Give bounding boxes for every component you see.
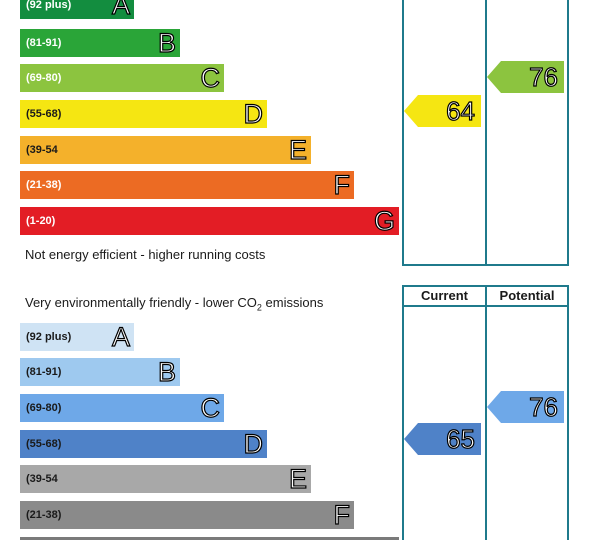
energy-divider-mid <box>485 0 487 266</box>
env-divider-mid <box>485 285 487 540</box>
env-band-letter-b: B <box>157 356 176 387</box>
energy-bar-c: (69-80) C <box>20 62 224 94</box>
energy-bar-f: (21-38) F <box>20 169 354 201</box>
energy-band-letter-g: G <box>373 205 395 236</box>
energy-range-label-a: (92 plus) <box>26 0 72 11</box>
env-potential-arrow-shape <box>487 391 564 423</box>
env-bar-a: (92 plus) A <box>20 321 134 353</box>
energy-range-label-e: (39-54 <box>26 144 58 156</box>
env-current-value: 65 <box>445 423 475 454</box>
energy-bottom-caption: Not energy efficient - higher running co… <box>25 247 266 262</box>
energy-band-letter-b: B <box>157 27 176 58</box>
energy-band-letter-e: E <box>288 134 307 165</box>
env-bar-f: (21-38) F <box>20 499 354 531</box>
env-divider-right <box>567 285 569 540</box>
energy-potential-arrow: 76 <box>487 61 564 93</box>
env-col-potential: Potential <box>499 288 555 303</box>
energy-range-label-b: (81-91) <box>26 37 62 49</box>
energy-bar-d: (55-68) D <box>20 98 267 130</box>
energy-current-arrow-shape <box>404 95 481 127</box>
env-bar-d: (55-68) D <box>20 428 267 460</box>
env-band-letter-a: A <box>111 321 130 352</box>
env-range-label-f: (21-38) <box>26 509 62 521</box>
energy-range-label-d: (55-68) <box>26 108 62 120</box>
energy-range-label-c: (69-80) <box>26 72 62 84</box>
env-bar-g-partial <box>20 537 399 540</box>
energy-range-label-f: (21-38) <box>26 179 62 191</box>
env-col-current: Current <box>421 288 468 303</box>
energy-potential-arrow-shape <box>487 61 564 93</box>
energy-bar-g: (1-20) G <box>20 205 399 237</box>
env-band-letter-d: D <box>243 428 264 459</box>
energy-band-letter-c: C <box>200 62 221 93</box>
env-band-letter-e: E <box>288 463 307 494</box>
env-range-label-a: (92 plus) <box>26 331 72 343</box>
env-caption-main: Very environmentally friendly - lower CO <box>25 295 257 310</box>
energy-bar-a: (92 plus) A <box>20 0 134 21</box>
env-top-caption: Very environmentally friendly - lower CO… <box>25 295 323 313</box>
env-band-letter-c: C <box>200 392 221 423</box>
energy-current-value: 64 <box>445 95 475 126</box>
env-range-label-c: (69-80) <box>26 402 62 414</box>
env-potential-value: 76 <box>528 391 558 422</box>
energy-band-letter-d: D <box>243 98 264 129</box>
energy-band-letter-a: A <box>111 0 130 21</box>
env-divider-left <box>402 285 404 540</box>
env-caption-tail: emissions <box>261 295 324 310</box>
env-potential-arrow: 76 <box>487 391 564 423</box>
env-range-label-e: (39-54 <box>26 473 58 485</box>
env-caption-subscript: 2 <box>256 302 262 313</box>
env-bar-c: (69-80) C <box>20 392 224 424</box>
env-band-letter-f: F <box>333 499 351 530</box>
env-range-label-d: (55-68) <box>26 438 62 450</box>
energy-range-label-g: (1-20) <box>26 215 56 227</box>
energy-divider-left <box>402 0 404 266</box>
energy-band-letter-f: F <box>333 169 351 200</box>
energy-current-arrow: 64 <box>404 95 481 127</box>
energy-frame-bottom <box>402 264 569 266</box>
env-bar-e: (39-54 E <box>20 463 311 495</box>
energy-potential-value: 76 <box>528 61 558 92</box>
env-current-arrow: 65 <box>404 423 481 455</box>
energy-bar-e: (39-54 E <box>20 134 311 166</box>
env-range-label-b: (81-91) <box>26 366 62 378</box>
env-current-arrow-shape <box>404 423 481 455</box>
env-bar-b: (81-91) B <box>20 356 180 388</box>
energy-divider-right <box>567 0 569 266</box>
energy-bar-b: (81-91) B <box>20 27 180 59</box>
